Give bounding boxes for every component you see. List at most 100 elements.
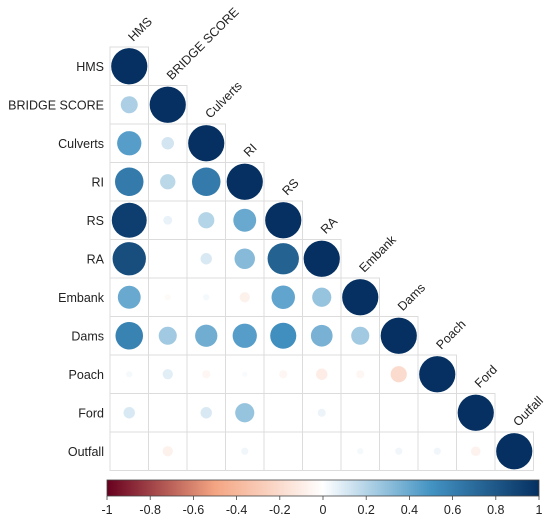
corr-circle-embank-ra xyxy=(312,287,332,307)
corr-circle-culverts-hms xyxy=(117,131,142,156)
corr-circle-outfall-outfall xyxy=(496,433,533,470)
corr-circle-poach-ri xyxy=(242,371,248,377)
row-label-culverts: Culverts xyxy=(58,137,104,151)
corr-circle-embank-culverts xyxy=(203,294,210,301)
grid-cell xyxy=(263,431,303,471)
grid-cell xyxy=(379,393,419,433)
colorbar-tick-label: 0.6 xyxy=(444,503,461,517)
column-label-embank: Embank xyxy=(357,232,400,275)
row-label-bridge-score: BRIDGE SCORE xyxy=(8,98,104,112)
colorbar-tick-label: -0.4 xyxy=(226,503,248,517)
corr-circle-dams-embank xyxy=(351,326,370,345)
colorbar-tick-label: -1 xyxy=(101,503,112,517)
corr-circle-ri-hms xyxy=(115,167,144,196)
corr-circle-embank-bridge-score xyxy=(164,294,171,301)
corr-circle-outfall-dams xyxy=(395,447,403,455)
corr-circle-ford-ford xyxy=(457,394,494,431)
corr-circle-dams-ra xyxy=(310,324,333,347)
corr-circle-embank-ri xyxy=(239,292,250,303)
colorbar-tick-label: 1 xyxy=(536,503,543,517)
corr-circle-hms-hms xyxy=(111,48,148,85)
corr-circle-culverts-culverts xyxy=(188,125,225,162)
column-label-ford: Ford xyxy=(472,363,500,391)
corr-circle-ra-ri xyxy=(234,248,255,269)
column-label-bridge-score: BRIDGE SCORE xyxy=(164,5,242,83)
colorbar-tick-label: 0.2 xyxy=(358,503,375,517)
corr-circle-rs-hms xyxy=(111,202,147,238)
corr-circle-ri-culverts xyxy=(192,167,221,196)
correlation-circles xyxy=(111,48,533,470)
corr-circle-embank-hms xyxy=(117,285,141,309)
colorbar-tick-label: 0 xyxy=(320,503,327,517)
corr-circle-poach-hms xyxy=(126,371,133,378)
row-labels: HMS BRIDGE SCORE Culverts RI RS RA Embank Dams P… xyxy=(8,60,105,459)
row-label-rs: RS xyxy=(87,214,104,228)
corr-circle-ri-ri xyxy=(226,163,263,200)
corr-circle-ra-rs xyxy=(267,243,299,275)
colorbar-gradient xyxy=(106,479,540,497)
corr-circle-dams-ri xyxy=(232,323,257,348)
corr-circle-poach-culverts xyxy=(202,370,211,379)
corr-circle-dams-rs xyxy=(270,322,297,349)
column-label-outfall: Outfall xyxy=(511,394,546,429)
row-label-ra: RA xyxy=(87,252,105,266)
corr-circle-rs-culverts xyxy=(198,212,215,229)
row-label-hms: HMS xyxy=(76,60,104,74)
corr-circle-dams-bridge-score xyxy=(158,326,177,345)
row-label-ri: RI xyxy=(92,175,105,189)
row-label-ford: Ford xyxy=(78,406,104,420)
corr-circle-poach-poach xyxy=(419,356,456,393)
corr-circle-outfall-bridge-score xyxy=(162,446,173,457)
row-label-dams: Dams xyxy=(71,329,104,343)
corr-circle-dams-dams xyxy=(380,317,417,354)
corr-circle-ra-culverts xyxy=(200,253,212,265)
grid-cell xyxy=(302,431,342,471)
corr-circle-outfall-poach xyxy=(433,447,441,455)
grid-cell xyxy=(148,239,188,279)
corr-circle-ri-bridge-score xyxy=(160,174,176,190)
grid-cell xyxy=(340,393,380,433)
row-label-outfall: Outfall xyxy=(68,445,104,459)
corr-circle-rs-rs xyxy=(265,202,302,239)
colorbar-tick-label: -0.6 xyxy=(183,503,205,517)
colorbar: -1 -0.8 -0.6 -0.4 -0.2 0 0.2 0.4 0.6 0.8 1 xyxy=(101,479,543,517)
colorbar-tick-label: 0.4 xyxy=(401,503,418,517)
column-label-ra: RA xyxy=(318,214,341,237)
corr-circle-ford-culverts xyxy=(200,407,212,419)
corr-circle-outfall-ri xyxy=(241,447,249,455)
grid-lines xyxy=(109,46,534,471)
corr-circle-poach-embank xyxy=(356,370,365,379)
corr-circle-ford-ra xyxy=(317,408,326,417)
corr-circle-poach-dams xyxy=(390,366,407,383)
column-label-dams: Dams xyxy=(395,281,428,314)
corr-circle-dams-culverts xyxy=(195,324,218,347)
corr-circle-ra-hms xyxy=(112,242,146,276)
corr-circle-bridge-score-bridge-score xyxy=(149,86,186,123)
corr-circle-ford-ri xyxy=(235,403,255,423)
grid-cell xyxy=(417,393,457,433)
column-label-rs: RS xyxy=(280,176,302,198)
corr-circle-embank-rs xyxy=(271,285,295,309)
corr-circle-dams-hms xyxy=(115,321,144,350)
corr-circle-bridge-score-hms xyxy=(120,96,138,114)
corr-circle-rs-bridge-score xyxy=(163,215,173,225)
column-label-hms: HMS xyxy=(126,15,156,45)
corr-circle-rs-ri xyxy=(233,208,257,232)
corr-circle-poach-bridge-score xyxy=(162,369,173,380)
corr-circle-poach-ra xyxy=(316,368,328,380)
colorbar-tick-label: -0.2 xyxy=(269,503,291,517)
corr-circle-ra-ra xyxy=(303,240,340,277)
column-label-poach: Poach xyxy=(434,317,469,352)
corr-circle-outfall-ford xyxy=(470,446,481,457)
grid-cell xyxy=(186,431,226,471)
corr-circle-culverts-bridge-score xyxy=(161,136,175,150)
row-label-poach: Poach xyxy=(69,368,104,382)
corr-circle-ford-hms xyxy=(123,407,135,419)
corr-circle-embank-embank xyxy=(342,279,379,316)
grid-cell xyxy=(494,431,534,471)
grid-cell xyxy=(263,393,303,433)
column-label-ri: RI xyxy=(241,141,260,160)
colorbar-tick-label: -0.8 xyxy=(139,503,161,517)
